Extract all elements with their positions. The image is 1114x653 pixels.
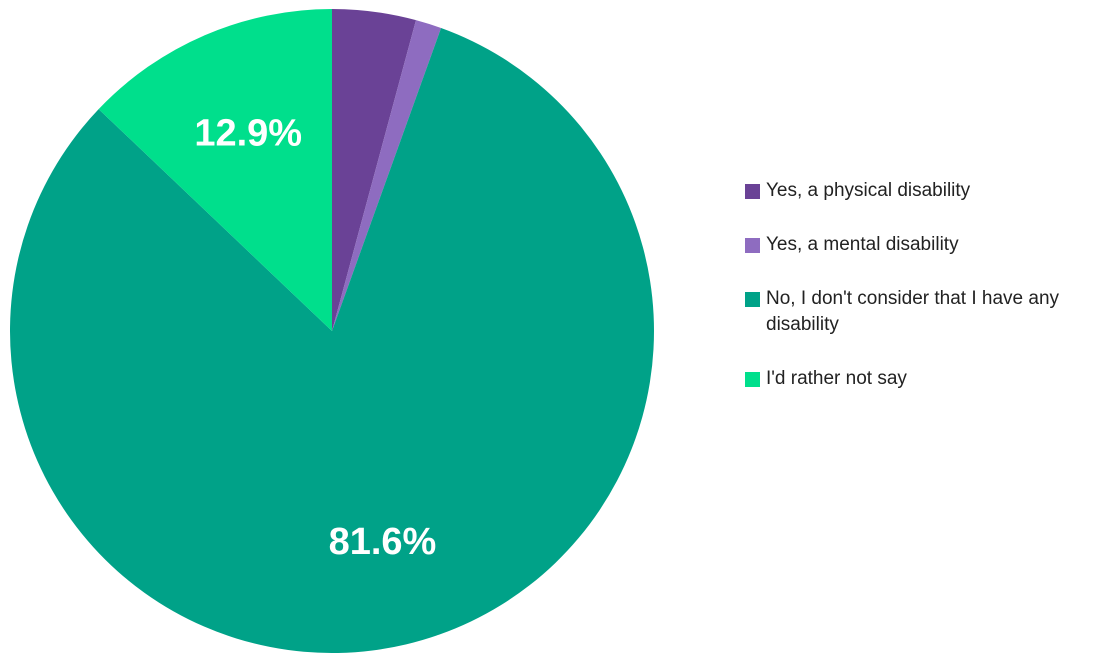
pie-slice-i-d-rather-not-say xyxy=(98,9,333,331)
legend-item-yes-a-mental-disability: Yes, a mental disability xyxy=(745,232,1110,258)
legend-item-no-i-don-t-consider-that-i-have-any-disability: No, I don't consider that I have any dis… xyxy=(745,286,1110,338)
legend-item-yes-a-physical-disability: Yes, a physical disability xyxy=(745,178,1110,204)
legend-swatch xyxy=(745,372,760,387)
legend-label: No, I don't consider that I have any dis… xyxy=(766,288,1060,335)
pie-slice-yes-a-physical-disability xyxy=(332,9,416,331)
legend-swatch xyxy=(745,292,760,307)
legend-item-i-d-rather-not-say: I'd rather not say xyxy=(745,366,1110,392)
pie-slice-data-label: 12.9% xyxy=(194,113,302,155)
pie-slice-yes-a-mental-disability xyxy=(332,20,442,331)
legend-label: I'd rather not say xyxy=(766,368,907,389)
pie-slice-no-i-don-t-consider-that-i-have-any-disability xyxy=(10,28,654,653)
legend-swatch xyxy=(745,238,760,253)
legend: Yes, a physical disability Yes, a mental … xyxy=(745,178,1110,392)
pie-slice-data-label: 81.6% xyxy=(329,521,437,563)
legend-label: Yes, a mental disability xyxy=(766,234,959,255)
legend-swatch xyxy=(745,184,760,199)
legend-label: Yes, a physical disability xyxy=(766,180,971,201)
